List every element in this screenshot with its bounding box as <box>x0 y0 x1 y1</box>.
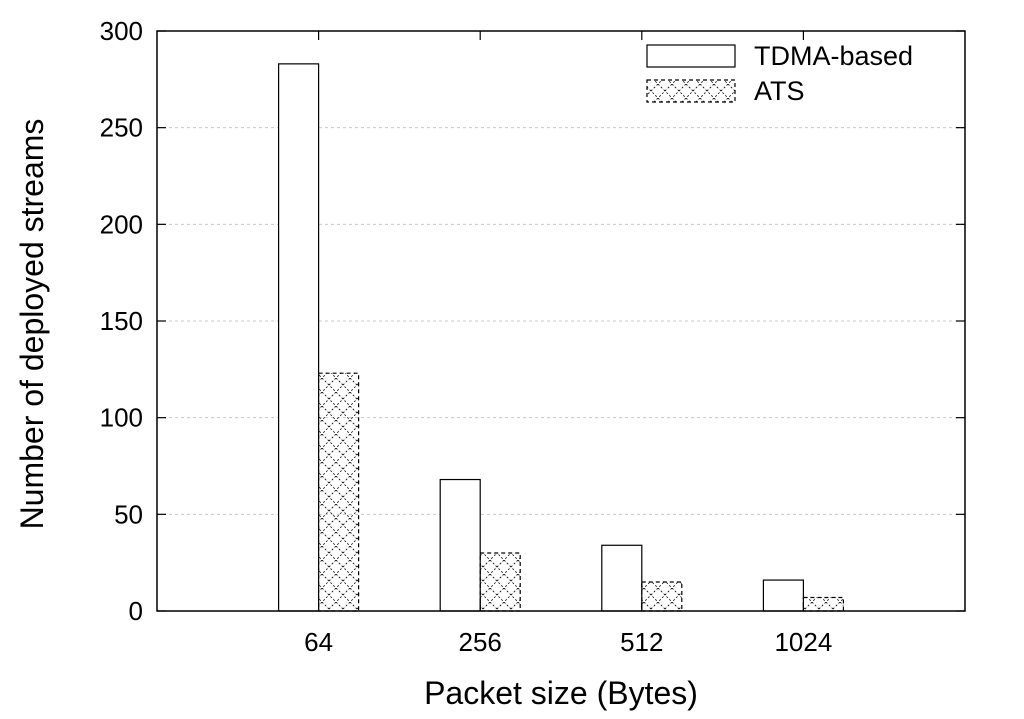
x-tick-label: 512 <box>620 627 663 657</box>
bar-tdma-based-64 <box>278 63 320 612</box>
x-tick-label: 64 <box>304 627 333 657</box>
bars <box>278 63 845 612</box>
bar-ats-512 <box>641 581 683 612</box>
bar-ats-256 <box>479 552 521 612</box>
y-tick-label: 300 <box>100 16 143 46</box>
x-tick-label: 1024 <box>774 627 832 657</box>
y-tick-label: 150 <box>100 306 143 336</box>
legend-label: TDMA-based <box>754 41 913 71</box>
y-tick-label: 250 <box>100 113 143 143</box>
bar-tdma-based-1024 <box>762 579 805 612</box>
bar-ats-1024 <box>802 596 845 612</box>
y-axis-title: Number of deployed streams <box>14 119 50 530</box>
axis-ticks: 0 50 100 150 200 250 300 64 256 512 1024 <box>100 16 965 657</box>
y-tick-label: 50 <box>114 499 143 529</box>
legend-swatch <box>646 79 736 103</box>
y-tick-label: 100 <box>100 403 143 433</box>
bar-tdma-based-512 <box>601 544 643 612</box>
legend: TDMA-based ATS <box>646 41 913 106</box>
bar-ats-64 <box>318 372 360 612</box>
y-tick-label: 0 <box>129 596 143 626</box>
bar-tdma-based-256 <box>439 478 481 612</box>
y-tick-label: 200 <box>100 209 143 239</box>
legend-swatch <box>646 44 736 68</box>
x-axis-title: Packet size (Bytes) <box>424 675 698 711</box>
x-tick-label: 256 <box>459 627 502 657</box>
legend-label: ATS <box>754 76 805 106</box>
